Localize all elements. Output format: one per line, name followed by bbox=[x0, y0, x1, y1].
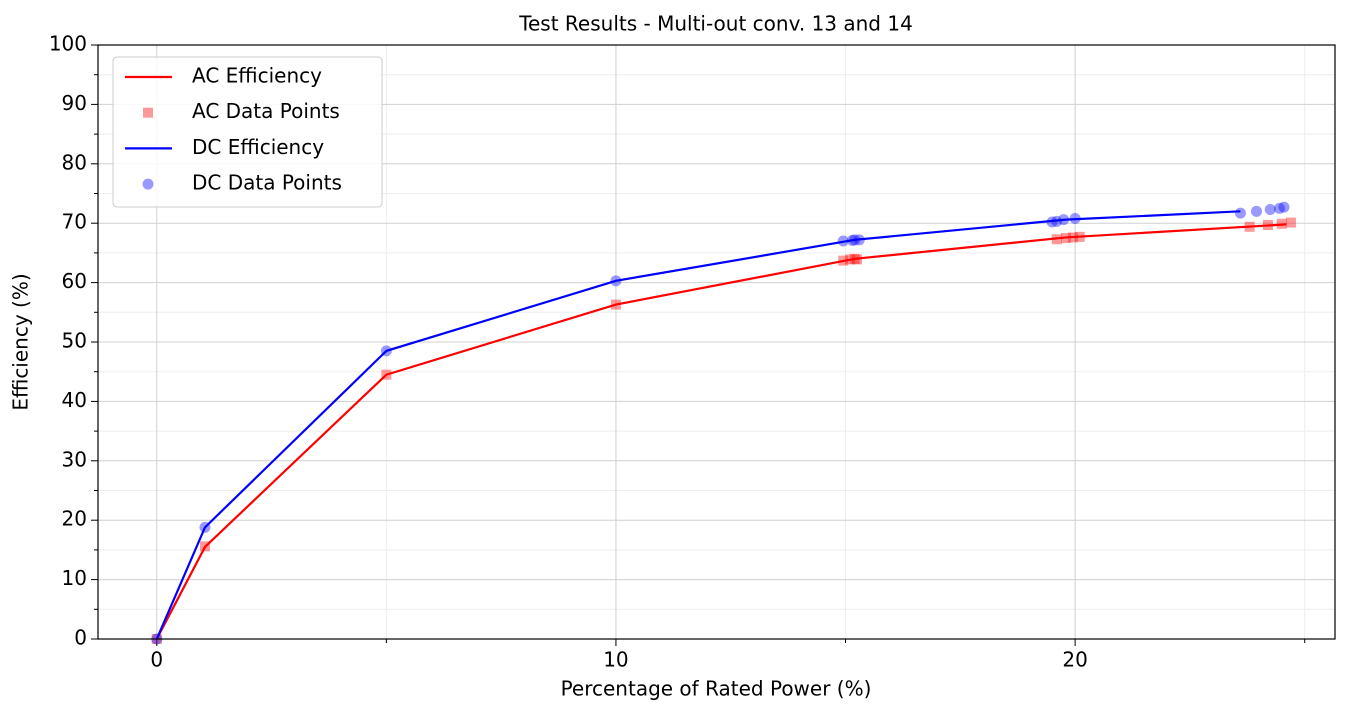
marker bbox=[1069, 212, 1081, 224]
marker bbox=[1234, 207, 1246, 219]
y-tick-label: 90 bbox=[62, 91, 87, 115]
marker bbox=[1067, 232, 1078, 243]
y-tick-label: 0 bbox=[74, 626, 87, 650]
marker bbox=[1250, 205, 1262, 217]
chart-title: Test Results - Multi-out conv. 13 and 14 bbox=[518, 12, 913, 36]
legend-box bbox=[112, 56, 383, 208]
marker bbox=[853, 234, 865, 246]
marker bbox=[849, 234, 861, 246]
y-tick-label: 80 bbox=[62, 150, 87, 174]
marker bbox=[1264, 204, 1276, 216]
marker bbox=[1244, 221, 1255, 232]
y-tick-label: 40 bbox=[62, 388, 87, 412]
legend-swatch bbox=[142, 178, 154, 190]
marker bbox=[845, 254, 856, 265]
legend-label: AC Data Points bbox=[192, 99, 340, 123]
y-tick-label: 70 bbox=[62, 210, 87, 234]
marker bbox=[852, 254, 863, 265]
y-tick-label: 10 bbox=[62, 566, 87, 590]
marker bbox=[846, 234, 858, 246]
marker bbox=[1276, 218, 1287, 229]
legend-label: AC Efficiency bbox=[192, 64, 322, 88]
x-axis-label: Percentage of Rated Power (%) bbox=[561, 677, 872, 701]
y-tick-label: 60 bbox=[62, 269, 87, 293]
plot-frame bbox=[97, 44, 1336, 640]
legend: AC Efficiency AC Data Points DC Efficiency… bbox=[112, 56, 383, 208]
marker bbox=[380, 345, 392, 357]
y-tick-label: 100 bbox=[49, 32, 87, 56]
marker bbox=[1262, 219, 1273, 230]
series-line bbox=[155, 210, 1241, 640]
marker bbox=[1058, 214, 1070, 226]
marker bbox=[1278, 201, 1290, 213]
marker bbox=[1046, 216, 1058, 228]
legend-label: DC Efficiency bbox=[192, 135, 324, 159]
marker bbox=[849, 253, 860, 264]
marker bbox=[1051, 234, 1062, 245]
marker bbox=[1285, 217, 1296, 228]
marker bbox=[837, 235, 849, 247]
marker bbox=[199, 521, 211, 533]
x-tick-label: 10 bbox=[603, 648, 628, 672]
marker bbox=[199, 541, 210, 552]
y-tick-label: 30 bbox=[62, 447, 87, 471]
y-axis-label: Efficiency (%) bbox=[9, 273, 33, 410]
marker bbox=[610, 299, 621, 310]
marker bbox=[381, 369, 392, 380]
y-tick-label: 20 bbox=[62, 507, 87, 531]
y-tick-label: 50 bbox=[62, 329, 87, 353]
x-tick-label: 0 bbox=[150, 648, 163, 672]
marker bbox=[1051, 215, 1063, 227]
marker bbox=[1060, 233, 1071, 244]
x-tick-label: 20 bbox=[1062, 648, 1087, 672]
marker bbox=[1074, 231, 1085, 242]
legend-swatch bbox=[143, 107, 153, 118]
marker bbox=[838, 255, 849, 266]
legend-label: DC Data Points bbox=[192, 171, 342, 195]
marker bbox=[1273, 202, 1285, 214]
marker bbox=[610, 275, 622, 287]
series-line bbox=[155, 223, 1287, 640]
